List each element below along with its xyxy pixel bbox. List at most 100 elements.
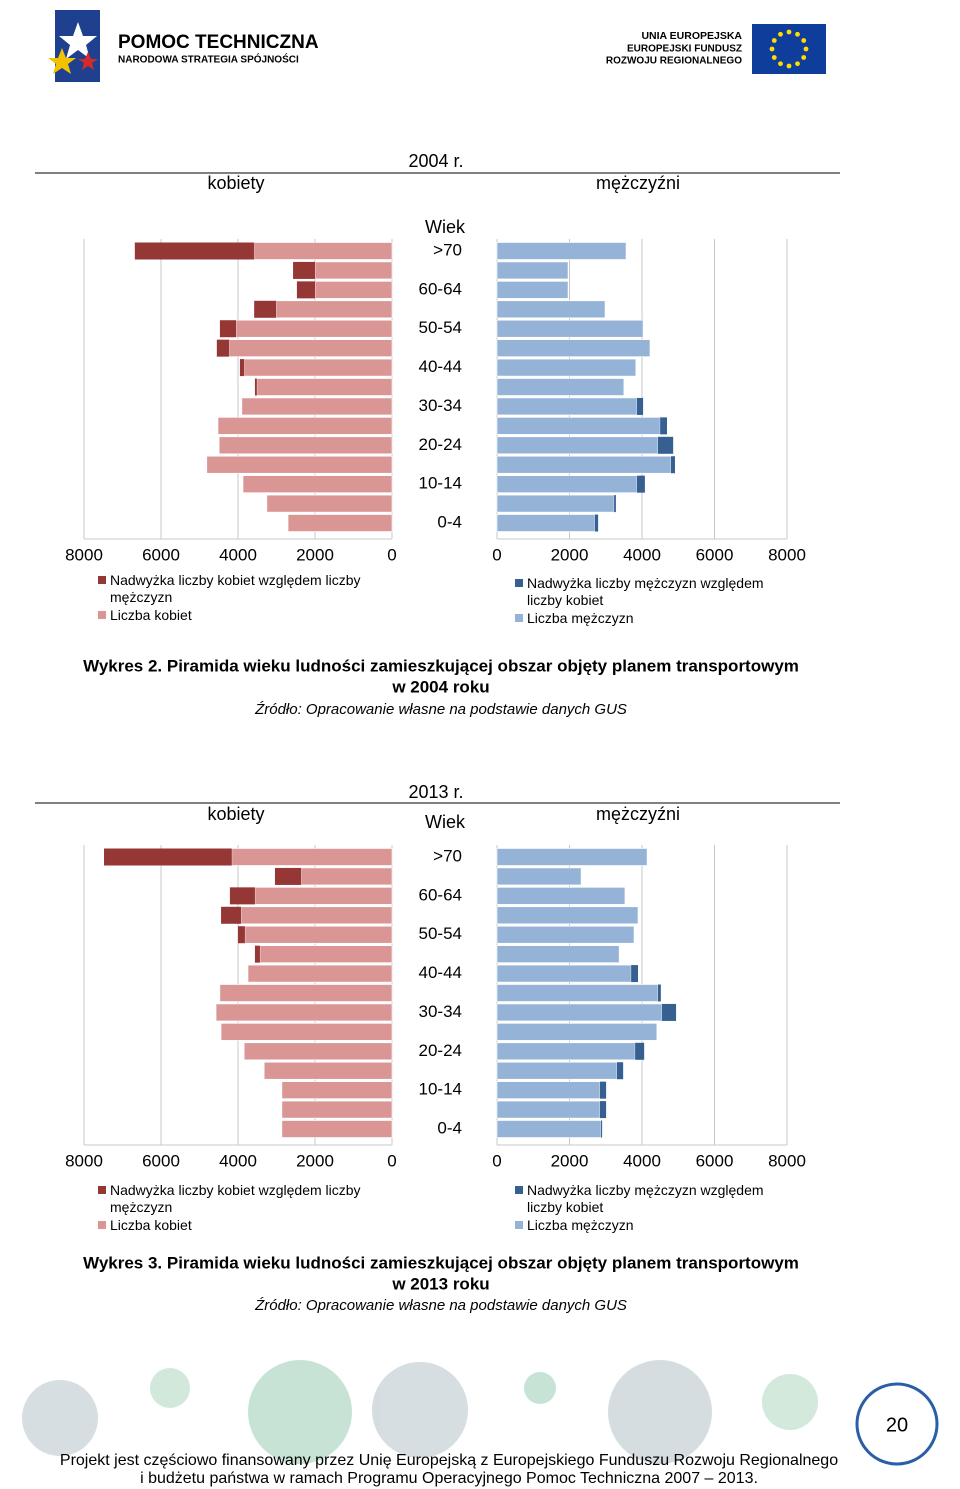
- bar: [496, 964, 632, 983]
- bar: [263, 1061, 393, 1080]
- bar: [496, 848, 648, 866]
- deco-circle: [248, 1360, 352, 1464]
- bar-surplus: [229, 887, 255, 905]
- bar: [254, 887, 393, 905]
- bar: [496, 1061, 618, 1080]
- bar: [314, 261, 393, 280]
- bar-surplus: [216, 339, 230, 357]
- bar: [496, 339, 651, 357]
- x-tick-label: 4000: [623, 545, 661, 564]
- legend-label: Liczba mężczyzn: [527, 1217, 634, 1233]
- deco-circle: [524, 1372, 556, 1404]
- bar-surplus: [293, 261, 315, 279]
- deco-circle: [762, 1374, 818, 1430]
- bar-surplus: [254, 378, 257, 396]
- category-tick-label: 30-34: [419, 1002, 462, 1021]
- bar: [231, 848, 393, 866]
- bar: [243, 358, 393, 377]
- bar: [496, 242, 627, 260]
- bar: [219, 984, 393, 1002]
- bar: [496, 867, 582, 886]
- legend-swatch: [98, 611, 106, 619]
- category-tick-label: 30-34: [419, 396, 462, 415]
- caption: Wykres 2. Piramida wieku ludności zamies…: [83, 656, 799, 675]
- x-tick-label: 0: [492, 545, 501, 564]
- eu-star: [769, 46, 775, 52]
- category-tick-label: 20-24: [419, 1041, 462, 1060]
- legend-label: Nadwyżka liczby mężczyzn względem liczby…: [527, 1182, 764, 1215]
- category-tick-label: 40-44: [419, 357, 462, 376]
- bar: [235, 319, 393, 338]
- bar: [496, 906, 639, 925]
- bar: [206, 455, 393, 474]
- bar: [244, 925, 393, 944]
- footer-line: Projekt jest częściowo finansowany przez…: [60, 1452, 838, 1469]
- bar-surplus: [616, 1062, 624, 1080]
- bar: [220, 1023, 393, 1041]
- caption: w 2004 roku: [391, 677, 489, 696]
- x-tick-label: 6000: [696, 1151, 734, 1170]
- category-tick-label: 10-14: [419, 1080, 462, 1099]
- bar: [496, 475, 638, 493]
- legend-label: Nadwyżka liczby kobiet względem liczby m…: [110, 572, 361, 605]
- bar-surplus: [254, 945, 260, 963]
- logo-star: [78, 52, 98, 70]
- bar: [496, 1081, 601, 1099]
- bar: [496, 494, 615, 513]
- footer-decoration: [22, 1360, 818, 1464]
- eu-star: [795, 61, 800, 67]
- bar: [281, 1120, 393, 1138]
- bar-surplus: [636, 475, 645, 493]
- category-tick-label: 60-64: [419, 885, 462, 904]
- bar: [496, 925, 635, 944]
- caption: w 2013 roku: [391, 1274, 489, 1293]
- bar: [496, 455, 672, 474]
- chart-title: 2004 r.: [408, 151, 463, 171]
- category-tick-label: 40-44: [419, 963, 462, 982]
- bar-surplus: [660, 417, 668, 435]
- bar: [259, 945, 393, 963]
- legend-swatch: [98, 1186, 106, 1194]
- logo-subtitle: NARODOWA STRATEGIA SPÓJNOŚCI: [118, 53, 299, 66]
- bar: [496, 514, 596, 532]
- x-tick-label: 6000: [142, 1151, 180, 1170]
- bar: [228, 339, 393, 357]
- bar: [218, 436, 393, 455]
- page-number-circle: [855, 1382, 939, 1466]
- legend-label: Liczba kobiet: [110, 1217, 192, 1233]
- bar-surplus: [221, 906, 242, 924]
- bar-surplus: [599, 1101, 607, 1119]
- bar-surplus: [594, 514, 599, 532]
- bar: [496, 1042, 636, 1061]
- bar: [496, 436, 659, 455]
- bar: [247, 964, 393, 983]
- bar-surplus: [274, 867, 302, 885]
- category-label: Wiek: [425, 217, 466, 237]
- bar-surplus: [599, 1081, 607, 1099]
- bar-surplus: [657, 984, 661, 1002]
- bar-surplus: [636, 397, 644, 415]
- left-label: kobiety: [207, 173, 264, 193]
- bar-surplus: [614, 495, 616, 513]
- bar: [496, 319, 644, 338]
- eu-star: [801, 55, 807, 60]
- x-tick-label: 2000: [551, 545, 589, 564]
- bar: [242, 475, 393, 493]
- category-tick-label: >70: [433, 240, 462, 259]
- bar: [496, 358, 637, 377]
- legend-label: Liczba kobiet: [110, 607, 192, 623]
- x-tick-label: 8000: [65, 545, 103, 564]
- logo-star: [48, 48, 76, 74]
- source: Źródło: Opracowanie własne na podstawie …: [254, 701, 627, 718]
- bar-surplus: [254, 300, 277, 318]
- x-tick-label: 0: [492, 1151, 501, 1170]
- bar: [300, 867, 393, 886]
- bar: [496, 1120, 602, 1138]
- caption: Wykres 3. Piramida wieku ludności zamies…: [83, 1253, 799, 1272]
- category-tick-label: 0-4: [437, 1119, 462, 1138]
- x-tick-label: 0: [387, 545, 396, 564]
- x-tick-label: 2000: [551, 1151, 589, 1170]
- x-tick-label: 4000: [623, 1151, 661, 1170]
- deco-circle: [372, 1362, 468, 1458]
